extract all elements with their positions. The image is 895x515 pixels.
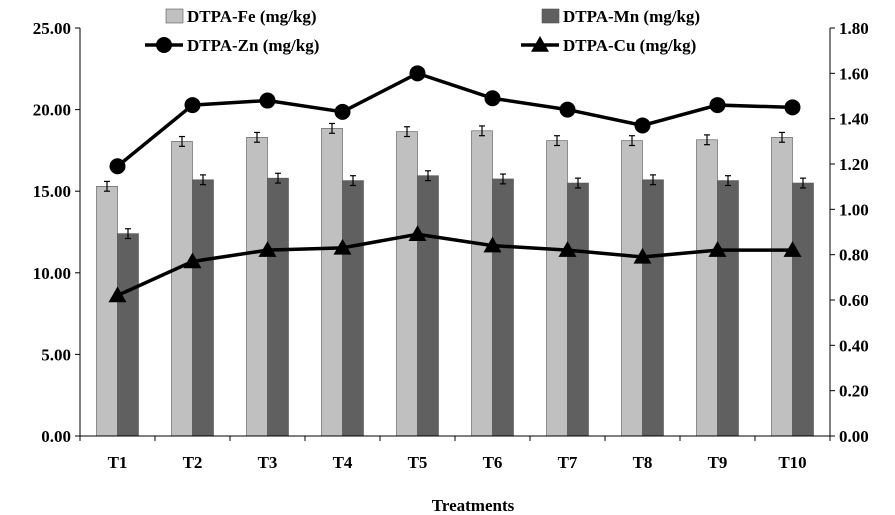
right-tick-label: 1.20: [839, 155, 869, 174]
left-tick-label: 10.00: [33, 264, 71, 283]
x-tick-label: T4: [333, 453, 353, 472]
legend-marker: [156, 37, 172, 53]
series-line-zn: [116, 71, 793, 168]
bar-fe: [771, 137, 793, 437]
legend-item: DTPA-Cu (mg/kg): [521, 36, 696, 55]
x-tick-label: T9: [708, 453, 728, 472]
point-zn: [259, 92, 276, 109]
x-tick-label: T8: [633, 453, 653, 472]
left-tick-label: 0.00: [41, 427, 71, 446]
bar-fe: [696, 139, 718, 437]
bar-fe: [321, 128, 343, 437]
x-tick-label: T10: [778, 453, 806, 472]
left-tick-label: 5.00: [41, 345, 71, 364]
error-bars-group: [104, 122, 806, 240]
point-zn: [334, 103, 351, 120]
legend-label: DTPA-Fe (mg/kg): [187, 7, 317, 26]
point-cu: [783, 241, 802, 257]
series-line-cu: [116, 232, 793, 298]
bar-mn: [642, 179, 664, 437]
bar-fe: [546, 140, 568, 437]
point-cu: [333, 238, 352, 255]
point-zn: [484, 90, 501, 107]
legend-item: DTPA-Mn (mg/kg): [541, 7, 700, 26]
point-zn: [409, 65, 426, 82]
bar-fe: [246, 137, 268, 437]
point-zn: [184, 97, 201, 114]
x-tick-label: T7: [558, 453, 578, 472]
bar-mn: [192, 179, 214, 437]
right-tick-label: 0.20: [839, 382, 869, 401]
legend-item: DTPA-Fe (mg/kg): [165, 7, 317, 26]
legend-label: DTPA-Zn (mg/kg): [187, 36, 319, 55]
point-cu: [258, 241, 277, 257]
point-cu: [183, 252, 202, 269]
bar-mn: [267, 177, 289, 437]
legend-label: DTPA-Mn (mg/kg): [563, 7, 700, 26]
point-cu: [633, 247, 652, 264]
right-tick-label: 0.40: [839, 336, 869, 355]
point-zn: [634, 117, 651, 134]
left-tick-label: 15.00: [33, 182, 71, 201]
point-cu: [483, 236, 502, 253]
x-axis-title: Treatments: [432, 496, 515, 515]
right-tick-label: 1.00: [839, 200, 869, 219]
point-zn: [784, 99, 801, 116]
bar-series-group: [96, 128, 814, 437]
bar-fe: [96, 186, 118, 437]
right-tick-label: 1.40: [839, 110, 869, 129]
legend-item: DTPA-Zn (mg/kg): [145, 36, 319, 55]
point-zn: [559, 101, 576, 118]
x-tick-label: T3: [258, 453, 278, 472]
bar-mn: [117, 233, 139, 437]
legend-swatch: [165, 8, 184, 24]
right-tick-label: 0.00: [839, 427, 869, 446]
legend-label: DTPA-Cu (mg/kg): [563, 36, 696, 55]
left-tick-label: 25.00: [33, 19, 71, 38]
right-tick-label: 1.60: [839, 64, 869, 83]
bar-fe: [396, 131, 418, 437]
point-cu: [108, 286, 127, 303]
right-y-axis: 0.00 0.20 0.40 0.60 0.80 1.00 1.20 1.40 1.60 1.80: [829, 19, 869, 446]
bar-mn: [717, 180, 739, 437]
left-y-axis: 0.00 5.00 10.00 15.00 20.00 25.00: [33, 19, 81, 446]
point-zn: [109, 158, 126, 175]
right-tick-label: 0.80: [839, 246, 869, 265]
bar-mn: [492, 178, 514, 437]
legend-swatch: [541, 8, 560, 24]
point-cu: [708, 241, 727, 257]
legend-marker: [531, 36, 549, 52]
bar-fe: [621, 140, 643, 437]
point-zn: [709, 97, 726, 114]
right-tick-label: 0.60: [839, 291, 869, 310]
x-tick-label: T6: [483, 453, 503, 472]
bar-mn: [342, 180, 364, 437]
point-cu: [408, 225, 427, 242]
left-tick-label: 20.00: [33, 101, 71, 120]
legend: DTPA-Fe (mg/kg) DTPA-Mn (mg/kg) DTPA-Zn (m…: [145, 7, 700, 55]
bar-mn: [417, 175, 439, 437]
x-tick-label: T2: [183, 453, 203, 472]
line-series-group: [108, 65, 802, 303]
bar-mn: [567, 182, 589, 437]
bar-mn: [792, 182, 814, 437]
bar-fe: [471, 130, 493, 437]
x-axis: T1 T2 T3 T4 T5 T6 T7 T8 T9 T10: [79, 435, 831, 472]
point-cu: [558, 241, 577, 257]
bar-fe: [171, 141, 193, 437]
right-tick-label: 1.80: [839, 19, 869, 38]
x-tick-label: T5: [408, 453, 428, 472]
x-tick-label: T1: [108, 453, 128, 472]
